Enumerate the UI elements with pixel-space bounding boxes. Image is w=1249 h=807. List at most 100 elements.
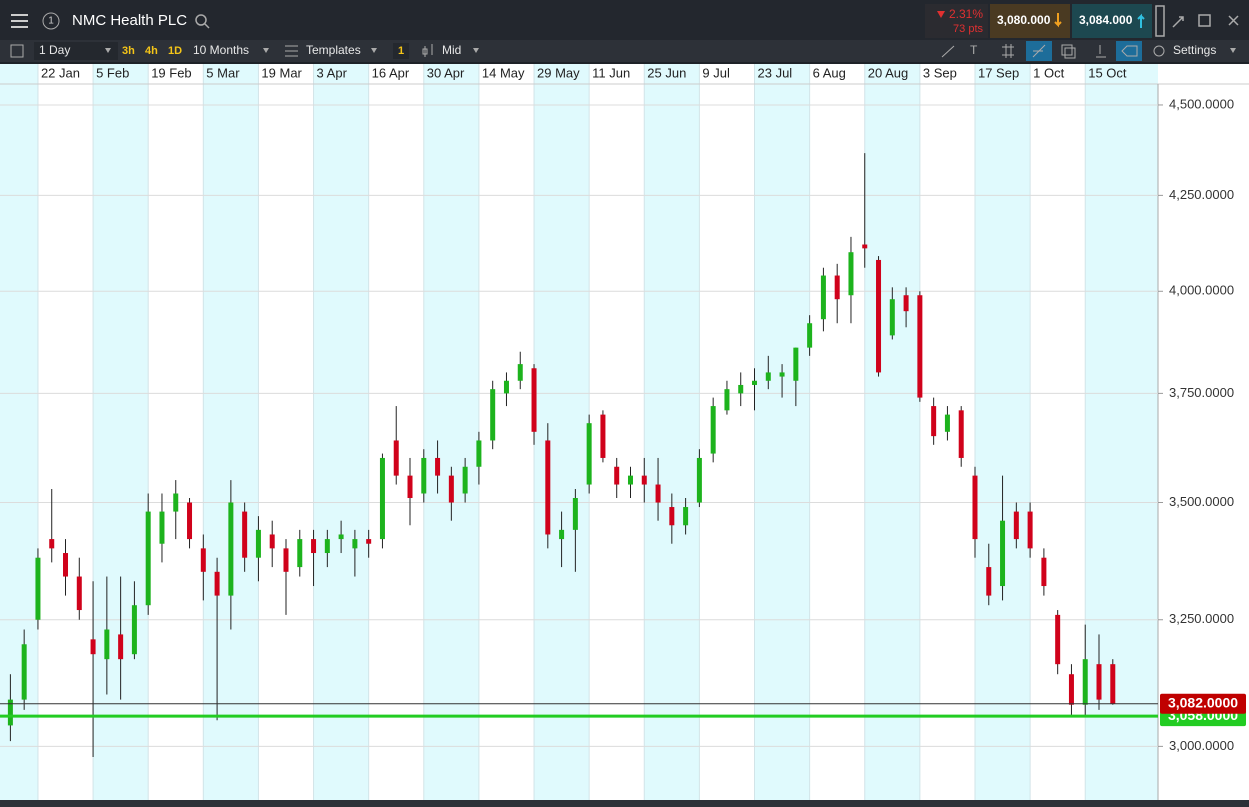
- candle-body: [848, 252, 854, 296]
- x-tick-label: 19 Mar: [261, 65, 302, 80]
- list-icon[interactable]: [10, 44, 24, 58]
- candle-body: [834, 275, 840, 300]
- candle-body: [724, 389, 730, 411]
- toolbar: [0, 40, 1249, 62]
- candle-body: [627, 475, 633, 485]
- candle-body: [559, 529, 565, 540]
- candle-body: [641, 475, 647, 485]
- candle-body: [1082, 659, 1088, 705]
- candle-body: [228, 502, 234, 596]
- x-tick-label: 20 Aug: [868, 65, 909, 80]
- candle-body: [283, 548, 289, 572]
- candle-body: [311, 539, 317, 554]
- x-tick-label: 14 May: [482, 65, 525, 80]
- change-box: [925, 4, 988, 38]
- x-tick-label: 22 Jan: [41, 65, 80, 80]
- svg-text:T: T: [970, 43, 978, 57]
- settings[interactable]: Settings: [1173, 43, 1216, 57]
- candle-body: [517, 364, 523, 381]
- y-tick-label: 3,750.0000: [1169, 385, 1234, 400]
- templates[interactable]: Templates: [306, 43, 361, 57]
- candle-body: [490, 389, 496, 441]
- range[interactable]: 10 Months: [193, 43, 249, 57]
- band: [974, 64, 1031, 800]
- price-label-box: [1160, 693, 1246, 714]
- candle-body: [476, 440, 482, 467]
- candle-body: [118, 634, 124, 660]
- interval: 1 Day: [39, 43, 70, 57]
- candle-body: [669, 507, 675, 526]
- candle-body: [1000, 520, 1006, 587]
- band: [203, 64, 259, 800]
- dropdown-arrow: [1230, 48, 1236, 53]
- candle-body: [269, 534, 275, 549]
- interval-dropdown[interactable]: [34, 42, 118, 60]
- price-label: 3,082.0000: [1168, 694, 1238, 710]
- sell-button[interactable]: [990, 4, 1070, 38]
- candle-body: [1027, 511, 1033, 549]
- candle-body: [63, 553, 69, 577]
- candle-body: [173, 493, 179, 512]
- candle-body: [972, 475, 978, 540]
- candle-body: [752, 380, 758, 385]
- down-arrow: [937, 11, 945, 18]
- candle-body: [338, 534, 344, 540]
- candle-body: [738, 384, 744, 394]
- candle-body: [600, 414, 606, 458]
- x-tick-label: 3 Sep: [923, 65, 957, 80]
- candle-body: [765, 372, 771, 381]
- candle-body: [90, 639, 96, 655]
- band: [423, 64, 479, 800]
- y-tick-label: 3,000.0000: [1169, 738, 1234, 753]
- x-tick-label: 1 Oct: [1033, 65, 1064, 80]
- buy-button[interactable]: [1072, 4, 1152, 38]
- candle-body: [903, 295, 909, 312]
- quick-interval[interactable]: 4h: [145, 45, 158, 57]
- candle-body: [1041, 557, 1047, 587]
- search-icon[interactable]: [195, 14, 210, 29]
- candle-body: [779, 372, 785, 377]
- candle-body: [586, 423, 592, 485]
- candle-body: [448, 475, 454, 503]
- candle-body: [104, 629, 110, 660]
- badge: 1: [48, 16, 54, 27]
- candle-body: [820, 275, 826, 320]
- instrument-title[interactable]: NMC Health PLC: [72, 12, 187, 29]
- quick-interval[interactable]: 1D: [168, 45, 182, 57]
- x-tick-label: 15 Oct: [1088, 65, 1127, 80]
- candle-body: [214, 571, 220, 596]
- x-tick-label: 23 Jul: [758, 65, 793, 80]
- window-icons[interactable]: [1155, 5, 1239, 37]
- x-tick-label: 25 Jun: [647, 65, 686, 80]
- candle-body: [793, 347, 799, 381]
- quick-interval[interactable]: 3h: [122, 45, 135, 57]
- x-tick-label: 6 Aug: [813, 65, 846, 80]
- change-pct: 2.31%: [949, 7, 983, 21]
- band: [1085, 64, 1158, 800]
- templates-icon: [285, 45, 298, 57]
- count[interactable]: 1: [398, 45, 404, 57]
- candle-body: [421, 457, 427, 494]
- tool-icons[interactable]: T: [941, 41, 1165, 61]
- plot: 3,000.0000 3,250.0000 3,500.0000 3,750.0000…: [0, 96, 1246, 757]
- candle-body: [1096, 664, 1102, 700]
- count-box: [393, 43, 409, 59]
- candle-body: [379, 457, 385, 540]
- candle-body: [614, 466, 620, 485]
- candle-body: [1013, 511, 1019, 540]
- candle-body: [324, 539, 330, 554]
- sell-price: 3,080.000: [997, 13, 1051, 27]
- candle-body: [696, 457, 702, 503]
- candle-body: [917, 295, 923, 398]
- candle-body: [200, 548, 206, 572]
- buy-arrow: [1137, 13, 1145, 28]
- x-tick-label: 29 May: [537, 65, 580, 80]
- price-type[interactable]: Mid: [442, 43, 461, 57]
- sell-arrow: [1054, 13, 1062, 28]
- candle-body: [862, 244, 868, 249]
- x-tick-label: 16 Apr: [372, 65, 410, 80]
- x-tick-label: 17 Sep: [978, 65, 1019, 80]
- menu-icon[interactable]: [11, 14, 28, 28]
- bottom-bar: [0, 800, 1249, 807]
- y-tick-label: 4,000.0000: [1169, 283, 1234, 298]
